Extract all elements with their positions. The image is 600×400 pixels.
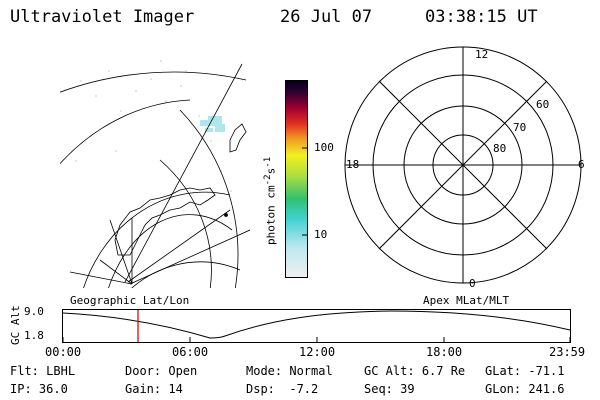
ip-info: IP: 36.0 [10, 382, 68, 396]
mlat-label-70: 70 [513, 121, 527, 134]
orbit-altitude-track [62, 309, 571, 343]
glon-info: GLon: 241.6 [485, 382, 565, 396]
gain-info: Gain: 14 [125, 382, 183, 396]
geographic-panel-title: Geographic Lat/Lon [70, 294, 190, 307]
geographic-image-panel [60, 60, 250, 288]
colorbar [285, 80, 308, 278]
apex-panel-title: Apex MLat/MLT [423, 294, 510, 307]
door-info: Door: Open [125, 364, 198, 378]
colorbar-tick-10: 10 [314, 228, 328, 241]
uv-emission-region [75, 60, 232, 202]
colorbar-tick-100: 100 [314, 141, 334, 154]
track-y-max: 9.0 [24, 305, 44, 318]
dsp-info: Dsp: -7.2 [246, 382, 319, 396]
glat-info: GLat: -71.1 [485, 364, 565, 378]
instrument-title: Ultraviolet Imager [10, 7, 195, 27]
mlat-label-60: 60 [536, 98, 550, 111]
mlt-label-0: 0 [469, 277, 476, 290]
time-tick-1200: 12:00 [299, 345, 336, 359]
mlt-label-6: 6 [578, 158, 585, 171]
seq-info: Seq: 39 [364, 382, 415, 396]
mlat-label-80: 80 [493, 142, 507, 155]
track-y-min: 1.8 [24, 329, 44, 342]
date-label: 26 Jul 07 [280, 7, 373, 27]
time-tick-0000: 00:00 [45, 345, 82, 359]
track-y-axis-label: GC Alt [9, 305, 22, 345]
time-tick-0600: 06:00 [172, 345, 209, 359]
polar-mlat-mlt-plot [344, 46, 582, 284]
filter-info: Flt: LBHL [10, 364, 76, 378]
time-tick-2359: 23:59 [549, 345, 586, 359]
gc-alt-info: GC Alt: 6.7 Re [364, 364, 466, 378]
colorbar-units-label: photon cm-2s-1 [262, 156, 278, 245]
mlt-label-12: 12 [475, 48, 489, 61]
time-tick-1800: 18:00 [426, 345, 463, 359]
mode-info: Mode: Normal [246, 364, 333, 378]
time-label: 03:38:15 UT [425, 7, 538, 27]
mlt-label-18: 18 [346, 158, 360, 171]
